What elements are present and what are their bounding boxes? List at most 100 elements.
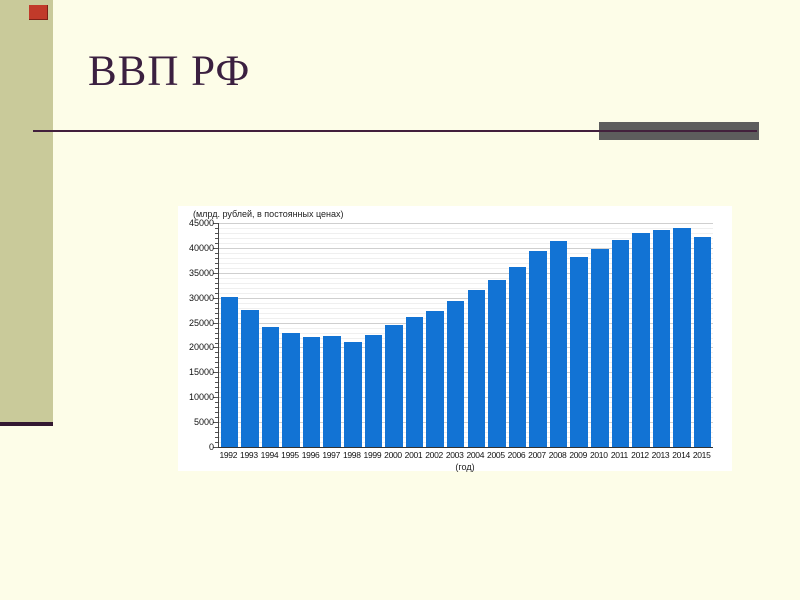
minor-gridline (219, 352, 713, 354)
bar-1999 (364, 334, 383, 447)
bar-2001 (405, 317, 424, 447)
y-axis-tick (215, 267, 218, 269)
y-axis-tick (215, 337, 218, 339)
y-axis-tick (215, 407, 218, 409)
minor-gridline (219, 442, 713, 443)
y-axis-tick (215, 432, 218, 434)
x-tick-label-1996: 1996 (301, 450, 320, 460)
major-gridline (219, 372, 713, 374)
y-tick-label: 15000 (188, 367, 214, 378)
y-axis-tick (215, 242, 218, 244)
x-tick-label-2000: 2000 (384, 450, 402, 460)
bar-2008 (549, 241, 568, 447)
minor-gridline (219, 287, 713, 289)
major-gridline (219, 397, 713, 399)
y-axis-tick (215, 382, 218, 384)
y-tick-label: 25000 (188, 317, 214, 328)
y-tick-label: 30000 (188, 292, 214, 303)
bar-1994 (261, 327, 280, 447)
minor-gridline (219, 277, 713, 279)
y-axis-tick (215, 282, 218, 284)
y-tick-label: 45000 (188, 218, 214, 228)
minor-gridline (219, 237, 713, 239)
y-axis-tick (215, 332, 218, 334)
major-gridline (219, 223, 713, 224)
y-axis-tick (215, 412, 218, 414)
y-tick-label: 20000 (188, 342, 214, 353)
y-axis-tick (215, 262, 218, 264)
minor-gridline (219, 257, 713, 259)
x-tick-label-1999: 1999 (363, 450, 382, 460)
y-axis-tick (215, 237, 218, 239)
y-axis-tick (213, 397, 218, 399)
y-axis-tick (215, 367, 218, 369)
major-gridline (219, 247, 713, 249)
bar-1998 (344, 341, 362, 447)
x-tick-label-1998: 1998 (342, 450, 361, 460)
minor-gridline (219, 417, 713, 419)
minor-gridline (219, 233, 713, 234)
x-tick-label-2003: 2003 (445, 450, 464, 460)
major-gridline (219, 422, 713, 424)
minor-gridline (219, 228, 713, 229)
red-accent-square (29, 5, 48, 20)
x-tick-label-2014: 2014 (672, 450, 690, 460)
x-tick-label-2005: 2005 (487, 450, 505, 460)
major-gridline (219, 272, 713, 274)
y-axis-tick (215, 387, 218, 389)
y-tick-label: 35000 (188, 267, 214, 278)
minor-gridline (219, 377, 713, 379)
minor-gridline (219, 302, 713, 304)
minor-gridline (219, 312, 713, 314)
chart-units-note: (млрд. рублей, в постоянных ценах) (193, 209, 344, 219)
y-axis-tick (215, 357, 218, 359)
bar-1997 (323, 335, 341, 447)
minor-gridline (219, 427, 713, 429)
bar-2015 (693, 236, 712, 447)
x-tick-label-1995: 1995 (281, 450, 299, 460)
minor-gridline (219, 362, 713, 364)
minor-gridline (219, 407, 713, 409)
y-axis-tick (215, 312, 218, 314)
y-axis-tick (215, 233, 218, 234)
y-tick-label: 0 (208, 442, 214, 452)
side-strip-footer-line (0, 422, 53, 426)
x-tick-label-2002: 2002 (425, 450, 443, 460)
bar-2013 (652, 230, 671, 447)
minor-gridline (219, 262, 713, 264)
major-gridline (219, 297, 713, 299)
bar-2000 (385, 324, 403, 447)
bar-2011 (611, 240, 630, 447)
y-tick-label: 5000 (193, 417, 214, 428)
minor-gridline (219, 317, 713, 319)
x-tick-label-2012: 2012 (631, 450, 649, 460)
bar-2006 (508, 267, 527, 447)
minor-gridline (219, 332, 713, 334)
minor-gridline (219, 282, 713, 284)
minor-gridline (219, 432, 713, 434)
y-axis-tick (213, 447, 218, 448)
bar-1992 (220, 296, 239, 447)
minor-gridline (219, 292, 713, 294)
minor-gridline (219, 242, 713, 244)
bar-2004 (467, 290, 486, 447)
bar-2007 (529, 250, 547, 447)
x-tick-label-1997: 1997 (322, 450, 341, 460)
minor-gridline (219, 387, 713, 389)
bar-1995 (282, 332, 300, 447)
y-axis-tick (215, 302, 218, 304)
minor-gridline (219, 437, 713, 438)
minor-gridline (219, 252, 713, 254)
y-axis-tick (215, 287, 218, 289)
title-underline (33, 130, 757, 132)
bar-2010 (591, 248, 609, 447)
x-tick-label-2013: 2013 (651, 450, 670, 460)
minor-gridline (219, 357, 713, 359)
bar-2012 (632, 232, 650, 447)
y-axis-tick (213, 422, 218, 424)
chart-plot-area (218, 223, 713, 448)
x-axis-title: (год) (455, 462, 475, 472)
x-tick-label-2009: 2009 (569, 450, 588, 460)
y-axis-tick (215, 257, 218, 259)
